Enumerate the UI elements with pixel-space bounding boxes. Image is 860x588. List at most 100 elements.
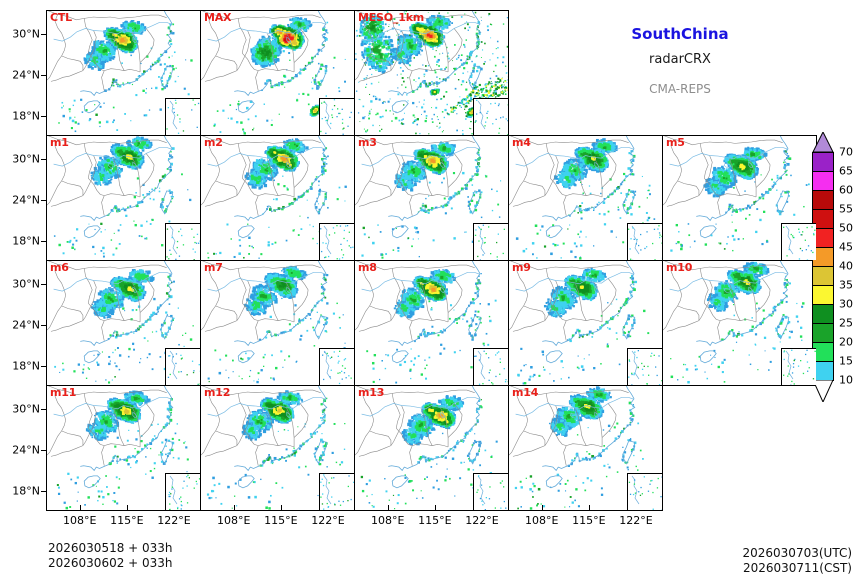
colorbar-separator — [812, 228, 834, 229]
y-axis-tick — [41, 158, 46, 160]
panel-label: m2 — [204, 136, 223, 149]
y-axis-tick — [41, 408, 46, 410]
y-axis-tick — [41, 33, 46, 35]
panel-label: m1 — [50, 136, 69, 149]
region-title: SouthChina — [540, 25, 820, 43]
inset-canvas — [166, 225, 200, 260]
map-canvas — [201, 11, 348, 135]
x-axis-label: 122°E — [311, 514, 344, 527]
map-canvas — [355, 11, 508, 135]
y-axis-label: 24°N — [12, 68, 40, 81]
inset-canvas — [320, 474, 354, 510]
south-china-sea-inset — [473, 223, 508, 260]
x-axis-tick — [588, 505, 590, 510]
init-time-line: 2026030518 + 033h — [48, 541, 173, 556]
colorbar-tick-label: 70 — [839, 146, 853, 159]
y-axis-label: 18°N — [12, 359, 40, 372]
panel-label: MESO_1km — [358, 11, 424, 24]
panel-label: m4 — [512, 136, 531, 149]
colorbar-tick-label: 10 — [839, 374, 853, 387]
y-axis-label: 24°N — [12, 193, 40, 206]
map-panel-m2: m2 — [200, 135, 355, 261]
inset-canvas — [167, 350, 200, 385]
reflectivity-colorbar: 70 65 60 55 50 45 40 35 30 25 20 15 10 — [812, 130, 860, 412]
y-axis-tick — [41, 324, 46, 326]
map-panel-m14: m14 — [508, 385, 663, 511]
valid-time-line: 2026030703(UTC) — [743, 546, 853, 561]
colorbar-over-cap — [812, 130, 834, 153]
inset-canvas — [322, 350, 354, 385]
south-china-sea-inset — [473, 473, 508, 510]
x-axis-label: 108°E — [525, 514, 558, 527]
colorbar-band — [812, 209, 834, 228]
map-panel-m12: m12 — [200, 385, 355, 511]
panel-label: m3 — [358, 136, 377, 149]
y-axis-label: 18°N — [12, 484, 40, 497]
model-title: CMA-REPS — [540, 82, 820, 96]
colorbar-tick-label: 60 — [839, 184, 853, 197]
y-axis-label: 30°N — [12, 152, 40, 165]
map-canvas — [509, 386, 650, 510]
map-panel-ctl: CTL — [46, 10, 201, 136]
panel-label: m12 — [204, 386, 230, 399]
south-china-sea-inset — [319, 98, 354, 135]
colorbar-band — [812, 323, 834, 342]
map-canvas — [47, 11, 193, 133]
x-axis-label: 115°E — [110, 514, 143, 527]
y-axis-tick — [41, 199, 46, 201]
map-panel-m11: m11 — [46, 385, 201, 511]
inset-canvas — [783, 225, 816, 260]
panel-label: m14 — [512, 386, 538, 399]
colorbar-tick-label: 25 — [839, 317, 853, 330]
colorbar-tick-label: 20 — [839, 336, 853, 349]
inset-canvas — [628, 350, 662, 385]
y-axis-tick — [41, 283, 46, 285]
y-axis-label: 18°N — [12, 109, 40, 122]
colorbar-band — [812, 190, 834, 209]
y-axis-tick — [41, 365, 46, 367]
variable-title: radarCRX — [540, 52, 820, 67]
panel-label: m10 — [666, 261, 692, 274]
south-china-sea-inset — [165, 473, 200, 510]
colorbar-separator — [812, 171, 834, 172]
x-axis-label: 122°E — [465, 514, 498, 527]
colorbar-tick-label: 50 — [839, 222, 853, 235]
inset-canvas — [476, 475, 507, 510]
south-china-sea-inset — [627, 223, 662, 260]
map-panel-m6: m6 — [46, 260, 201, 386]
inset-canvas — [168, 474, 200, 510]
y-axis-tick — [41, 490, 46, 492]
x-axis-label: 122°E — [157, 514, 190, 527]
map-canvas — [355, 261, 503, 384]
inset-canvas — [166, 99, 200, 134]
y-axis-label: 30°N — [12, 402, 40, 415]
colorbar-separator — [812, 190, 834, 191]
south-china-sea-inset — [473, 348, 508, 385]
x-axis-tick — [126, 505, 128, 510]
y-axis-label: 24°N — [12, 318, 40, 331]
map-panel-m3: m3 — [354, 135, 509, 261]
south-china-sea-inset — [165, 223, 200, 260]
panel-label: m5 — [666, 136, 685, 149]
panel-label: m6 — [50, 261, 69, 274]
map-canvas — [201, 136, 347, 259]
colorbar-separator — [812, 266, 834, 267]
colorbar-separator — [812, 304, 834, 305]
colorbar-band — [812, 152, 834, 171]
y-axis-label: 30°N — [12, 27, 40, 40]
panel-label: m8 — [358, 261, 377, 274]
colorbar-tick-label: 35 — [839, 279, 853, 292]
inset-canvas — [474, 224, 505, 260]
valid-time-line: 2026030711(CST) — [743, 561, 852, 576]
panel-label: MAX — [204, 11, 232, 24]
y-axis-tick — [41, 449, 46, 451]
x-axis-tick — [79, 505, 81, 510]
inset-canvas — [474, 99, 508, 135]
colorbar-separator — [812, 247, 834, 248]
y-axis-tick — [41, 115, 46, 117]
map-panel-m13: m13 — [354, 385, 509, 511]
inset-canvas — [320, 225, 354, 260]
inset-canvas — [628, 225, 662, 260]
y-axis-label: 30°N — [12, 277, 40, 290]
map-canvas — [355, 136, 503, 259]
